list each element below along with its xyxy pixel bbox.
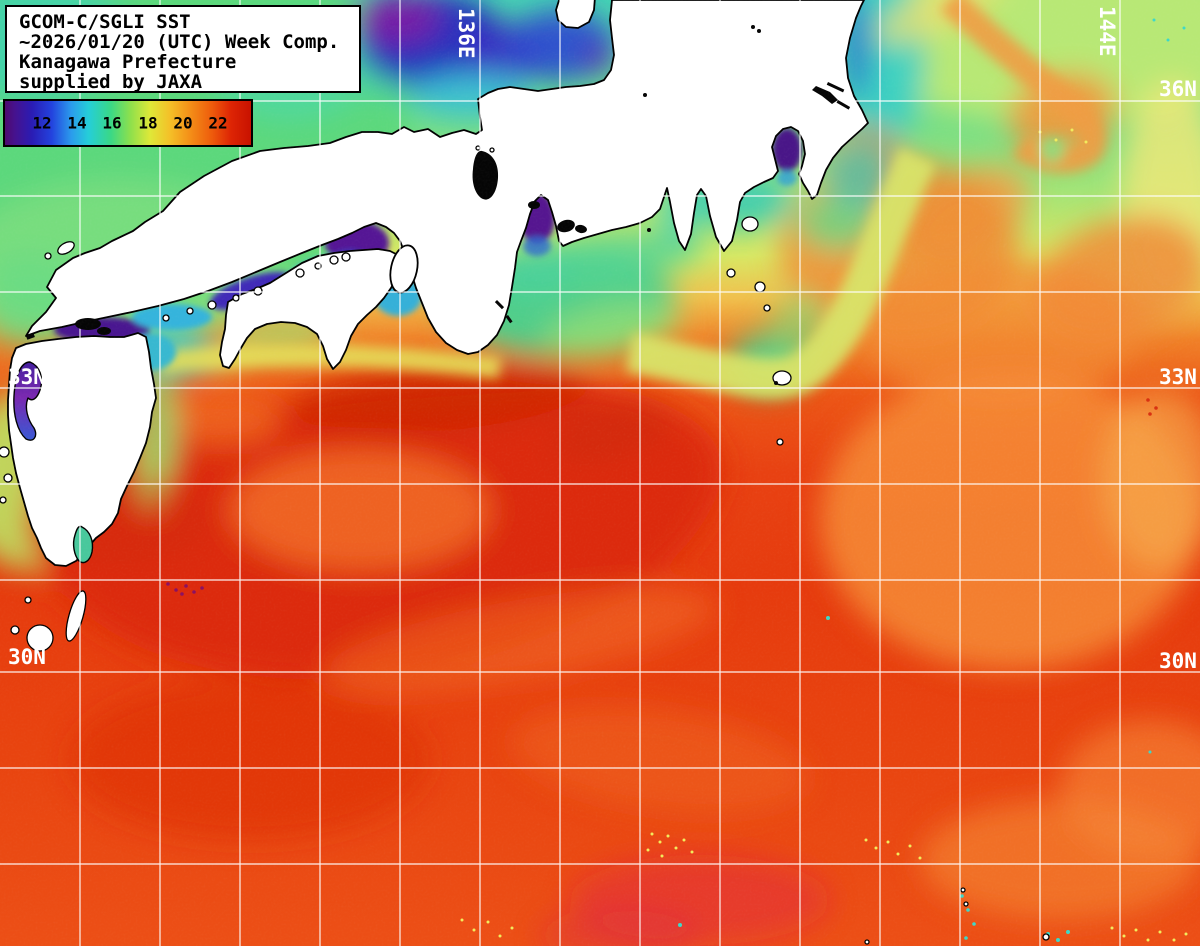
lat-label-36n-right: 36N [1159, 77, 1197, 101]
lon-label-136e: 136E [454, 8, 478, 59]
title-box: GCOM-C/SGLI SST ~2026/01/20 (UTC) Week C… [5, 5, 361, 93]
colorbar-tick-22: 22 [208, 113, 228, 133]
coordinate-labels: 136E 144E 36N 33N 30N 33N 30N [8, 6, 1197, 673]
colorbar-tick-12: 12 [32, 113, 52, 133]
product-name: GCOM-C/SGLI SST [19, 11, 191, 33]
lat-label-30n-right: 30N [1159, 649, 1197, 673]
colorbar-tick-18: 18 [138, 113, 158, 133]
lat-label-33n-right: 33N [1159, 365, 1197, 389]
date-line: ~2026/01/20 (UTC) Week Comp. [19, 31, 340, 53]
credit-line: supplied by JAXA [19, 71, 203, 93]
lon-label-144e: 144E [1095, 6, 1119, 57]
colorbar-tick-14: 14 [67, 113, 87, 133]
colorbar: 12 14 16 18 20 22 [3, 99, 253, 147]
colorbar-tick-20: 20 [173, 113, 193, 133]
lat-label-30n-left: 30N [8, 645, 46, 669]
region-line: Kanagawa Prefecture [19, 51, 237, 73]
lat-label-33n-left: 33N [8, 365, 46, 389]
colorbar-tick-16: 16 [102, 113, 122, 133]
